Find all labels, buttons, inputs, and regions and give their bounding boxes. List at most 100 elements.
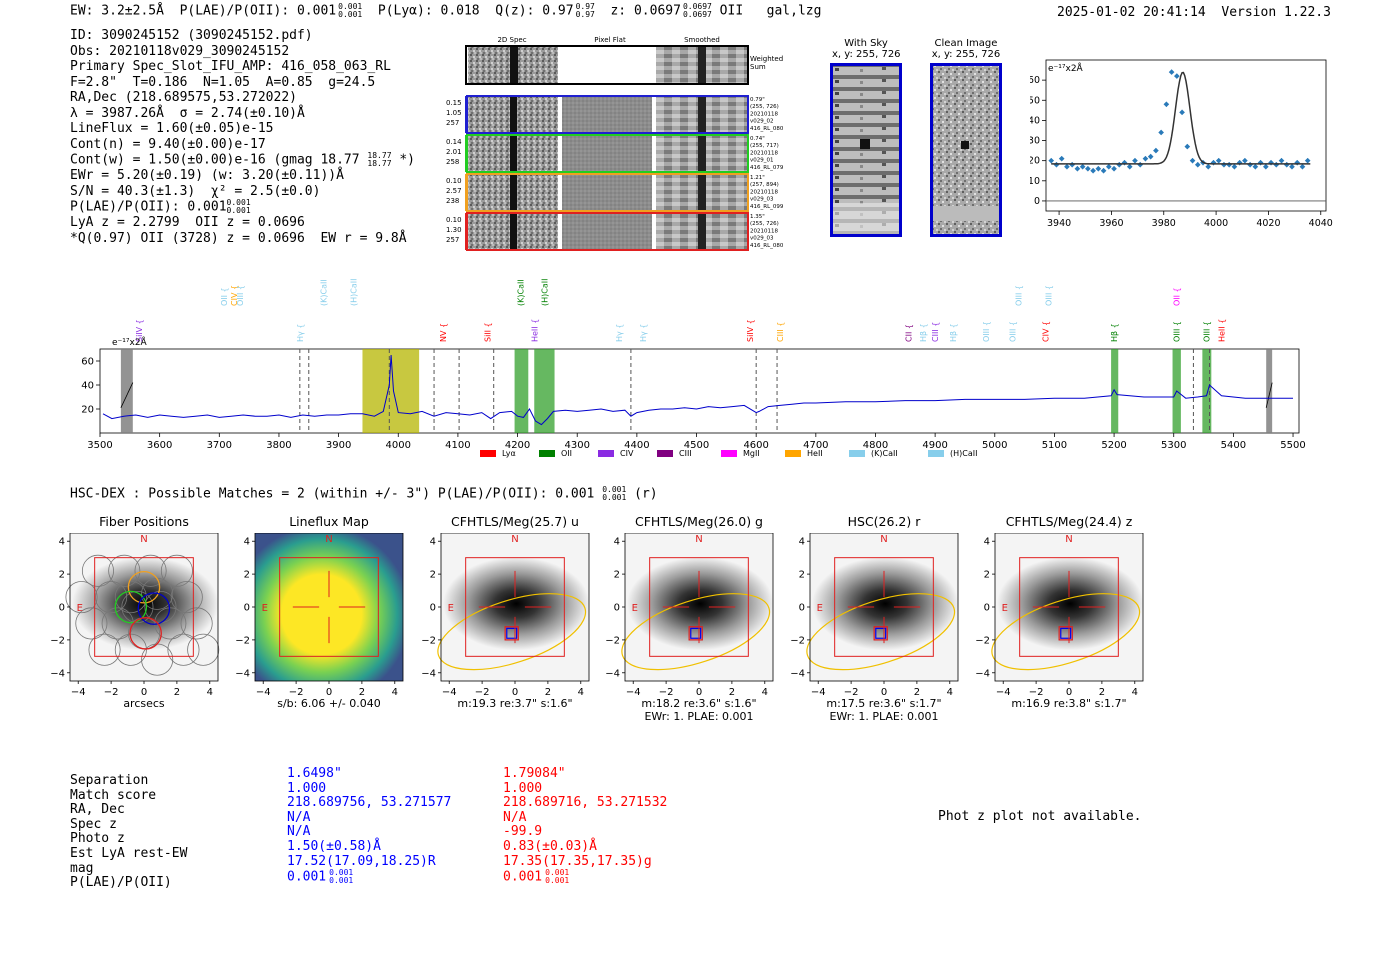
- cutout-row-info: 416_RL_080: [750, 243, 784, 249]
- fiber-circle-highlight: [127, 570, 161, 604]
- x-tick-label: −4: [626, 687, 641, 698]
- fit-point: [1163, 101, 1170, 108]
- panel-title: HSC(26.2) r: [847, 514, 921, 529]
- full-spectrum-chart: SiIV {OII {CIV {OIII {Hγ {(K)CaII {(H)Ca…: [81, 278, 1305, 458]
- match-value: 1.50(±0.58)Å: [287, 838, 381, 854]
- cutout-row-stat: 257: [446, 119, 459, 127]
- panel-image: [995, 533, 1143, 681]
- x-tick-label: 4100: [445, 440, 470, 451]
- cutout-row-info: 20210118: [750, 111, 778, 117]
- spectrum-frame: [99, 348, 1300, 434]
- fit-point: [1273, 161, 1280, 168]
- cutout-row-stat: 258: [446, 158, 459, 166]
- match-value: 1.000: [287, 780, 327, 796]
- x-tick-label: 0: [881, 687, 887, 698]
- cutout-row-info: 20210118: [750, 228, 778, 234]
- x-tick-label: 4200: [505, 440, 530, 451]
- fit-point: [1294, 159, 1301, 166]
- legend-swatch: [539, 450, 555, 457]
- header-timestamp-block: 2025-01-02 20:41:14 Version 1.22.3: [1057, 5, 1331, 20]
- info-ewr: EWr = 5.20(±0.19) (w: 3.20(±0.11))Å: [70, 168, 344, 183]
- fit-point: [1126, 163, 1133, 170]
- fit-point: [1278, 157, 1285, 164]
- panel-image: [255, 533, 403, 681]
- match-column-1: 1.6498" 1.000 218.689756, 53.271577 N/A N/A 1…: [287, 766, 451, 886]
- y-tick-label: 0: [1034, 196, 1040, 207]
- fit-point: [1283, 161, 1290, 168]
- spectral-line-label: CIII {: [931, 322, 940, 342]
- fit-point: [1147, 153, 1154, 160]
- x-tick-label: 2: [914, 687, 920, 698]
- fit-point: [1132, 157, 1138, 164]
- x-tick-label: 4300: [564, 440, 589, 451]
- fit-point: [1053, 161, 1060, 168]
- match-value: -99.9: [503, 824, 543, 840]
- search-box: [465, 557, 565, 657]
- x-tick-label: −2: [659, 687, 674, 698]
- match-value: 218.689716, 53.271532: [503, 795, 668, 811]
- shaded-region: [514, 349, 529, 433]
- fit-point: [1174, 73, 1180, 79]
- match-row-label: P(LAE)/P(OII): [70, 875, 172, 891]
- y-tick-label: 4: [244, 537, 250, 548]
- match-box-blue: [506, 627, 518, 639]
- col-header-smoothed: Smoothed: [684, 36, 720, 44]
- header-z: z: 0.0697: [610, 3, 681, 19]
- fit-point: [1048, 157, 1055, 164]
- legend-label: MgII: [743, 449, 760, 458]
- x-tick-label: 4800: [863, 440, 888, 451]
- y-tick-label: 4: [59, 537, 65, 548]
- y-tick-label: −4: [235, 668, 250, 679]
- spectral-cutouts: 2D Spec Pixel Flat Smoothed Weighted Sum…: [446, 36, 784, 251]
- north-marker: N: [695, 534, 702, 545]
- y-tick-label: 2: [244, 570, 250, 581]
- spectral-line-label: CII {: [904, 324, 913, 342]
- image-panel: N E −4 −2 0 2 4 −4 −2 0 2 4: [421, 533, 590, 698]
- spectral-line-label: (K)CaII {: [517, 278, 526, 306]
- match-value: 0.001 0.001 0.001: [287, 868, 354, 886]
- spectral-line-label: (K)CaII {: [320, 278, 329, 306]
- fit-point: [1100, 167, 1107, 174]
- cutout-row: 0.15 1.05 257 0.79"(255, 726)20210118 v029_0…: [446, 95, 784, 134]
- fit-point: [1105, 163, 1112, 170]
- cutout-row: 0.14 2.01 258 0.74"(255, 717)20210118 v029_0…: [446, 134, 784, 173]
- x-tick-label: −2: [475, 687, 490, 698]
- match-row-label: Separation: [70, 773, 149, 788]
- x-tick-label: 5200: [1101, 440, 1126, 451]
- fiber-circle: [134, 554, 167, 587]
- line-fit-chart: e⁻¹⁷x2Å 3940 3960 3980 4000 4020 4040 0 10 20 30 4…: [1030, 59, 1333, 229]
- info-lambda: λ = 3987.26Å σ = 2.74(±0.10)Å: [70, 105, 305, 121]
- panel-caption: m:17.5 re:3.6" s:1.7" EWr: 1. PLAE: 0.001: [826, 697, 942, 723]
- with-sky-image: [830, 63, 902, 237]
- clean-image: [930, 63, 1002, 237]
- y-tick-label: 0: [799, 603, 805, 614]
- x-tick-label: 4: [1132, 687, 1138, 698]
- x-tick-label: −4: [256, 687, 271, 698]
- fit-point: [1069, 161, 1075, 168]
- header-ew: EW: 3.2±2.5Å: [70, 3, 164, 19]
- x-tick-label: 3800: [266, 440, 291, 451]
- col-header-2d-spec: 2D Spec: [497, 36, 526, 44]
- east-marker: E: [1002, 603, 1008, 614]
- cutout-row: 0.10 2.57 238 1.21"(257, 894)20210118 v029_0…: [446, 173, 784, 212]
- east-marker: E: [632, 603, 638, 614]
- fiber-circle: [170, 581, 203, 614]
- panel-title: CFHTLS/Meg(25.7) u: [451, 514, 579, 529]
- x-tick-label: 3700: [207, 440, 232, 451]
- y-tick-label: 20: [1030, 156, 1040, 167]
- fit-point: [1194, 161, 1201, 168]
- info-primary: Primary Spec_Slot_IFU_AMP: 416_058_063_R…: [70, 59, 391, 74]
- legend-swatch: [928, 450, 944, 457]
- spectral-line-label: OIII {: [982, 321, 991, 342]
- x-tick-label: 3980: [1152, 218, 1176, 229]
- legend-swatch: [785, 450, 801, 457]
- cutout-row-info: v029_02: [750, 119, 774, 125]
- x-tick-label: −2: [104, 687, 119, 698]
- detection-info: ID: 3090245152 (3090245152.pdf) Obs: 2021…: [70, 28, 415, 246]
- legend-swatch: [657, 450, 673, 457]
- cutout-row-info: (255, 717): [750, 143, 779, 149]
- spectral-line-label: (H)CaII {: [540, 278, 549, 306]
- x-tick-label: 3600: [147, 440, 172, 451]
- header-plae-sub: 0.001: [338, 10, 363, 19]
- header-summary: EW: 3.2±2.5Å P(LAE)/P(OII): 0.001 0.001 0.…: [70, 3, 821, 19]
